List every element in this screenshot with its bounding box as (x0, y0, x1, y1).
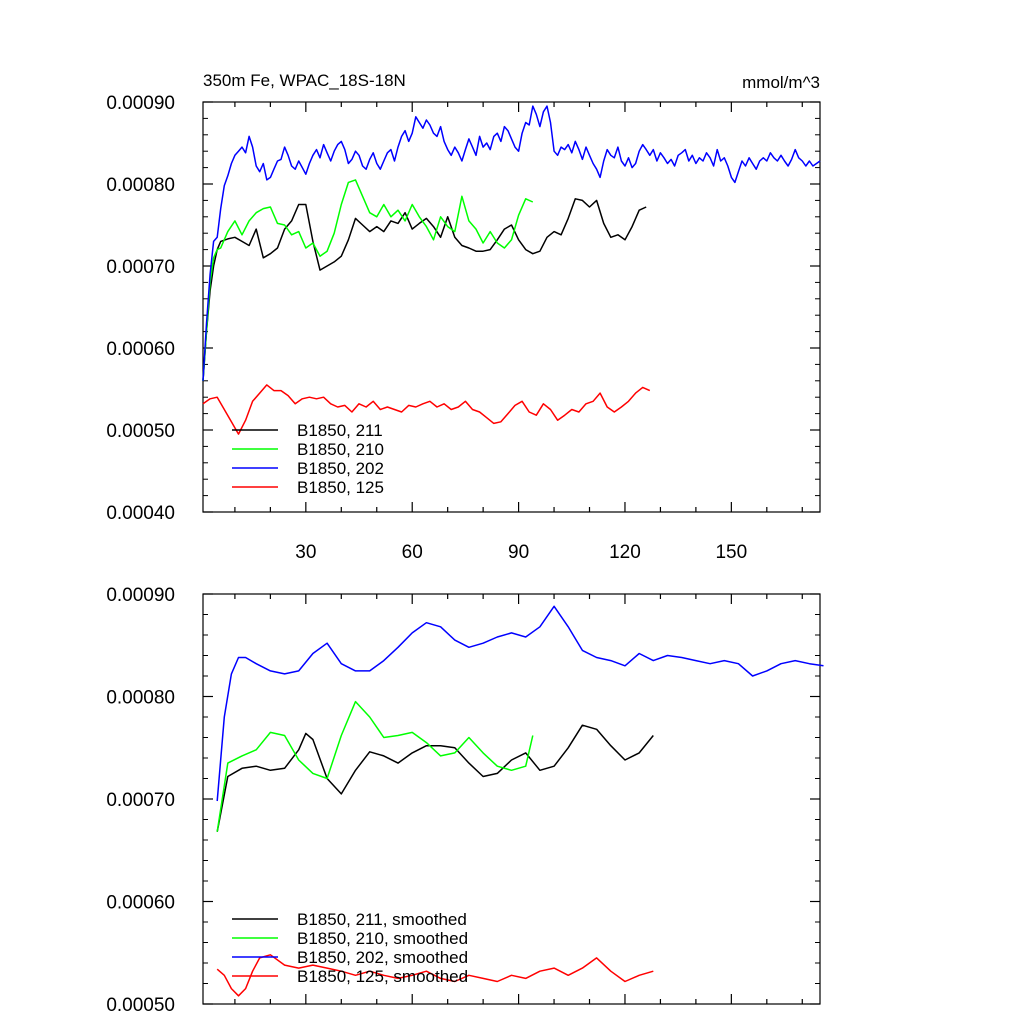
y-tick-label: 0.00080 (106, 175, 175, 196)
series-line-2 (202, 105, 821, 381)
top-panel-axes: 0.00040 0.00050 0.00060 0.00070 0.00080 0.000… (106, 93, 821, 563)
legend-label: B1850, 211, smoothed (297, 910, 467, 929)
plot-frame (202, 101, 821, 513)
x-tick-label: 90 (508, 542, 529, 563)
bottom-panel: 0.00050 0.00060 0.00070 0.00080 0.00090 B185… (106, 585, 824, 1016)
top-panel-series (202, 105, 821, 435)
y-tick-label: 0.00040 (106, 503, 175, 524)
y-tick-label: 0.00080 (106, 688, 175, 709)
series-line-1 (202, 179, 534, 381)
y-tick-label: 0.00070 (106, 790, 175, 811)
legend-label: B1850, 202 (297, 459, 384, 478)
legend-label: B1850, 210 (297, 440, 384, 459)
y-tick-label: 0.00090 (106, 93, 175, 114)
series-line-0 (216, 724, 654, 832)
legend-label: B1850, 210, smoothed (297, 929, 468, 948)
legend-label: B1850, 125 (297, 478, 384, 497)
series-line-3 (216, 954, 654, 997)
y-tick-label: 0.00050 (106, 421, 175, 442)
x-tick-label: 30 (295, 542, 316, 563)
series-line-0 (202, 198, 647, 381)
panel-title: 350m Fe, WPAC_18S-18N (203, 71, 406, 90)
x-tick-label: 60 (402, 542, 423, 563)
top-panel: 350m Fe, WPAC_18S-18N mmol/m^3 0.000400.… (106, 71, 821, 563)
series-line-2 (216, 605, 824, 802)
x-tick-label: 150 (715, 542, 747, 563)
plot-frame (202, 593, 821, 1005)
legend-label: B1850, 125, smoothed (297, 967, 468, 986)
y-tick-label: 0.00070 (106, 257, 175, 278)
bottom-panel-series (216, 605, 824, 997)
y-tick-label: 0.00060 (106, 893, 175, 914)
series-line-3 (202, 384, 651, 435)
legend-label: B1850, 202, smoothed (297, 948, 468, 967)
y-tick-label: 0.00050 (106, 995, 175, 1016)
series-line-1 (216, 700, 534, 832)
y-tick-label: 0.00060 (106, 339, 175, 360)
units-label: mmol/m^3 (742, 73, 820, 92)
y-tick-label: 0.00090 (106, 585, 175, 606)
legend-label: B1850, 211 (297, 421, 383, 440)
bottom-panel-axes: 0.00050 0.00060 0.00070 0.00080 0.00090 (106, 585, 821, 1016)
x-tick-label: 120 (609, 542, 641, 563)
